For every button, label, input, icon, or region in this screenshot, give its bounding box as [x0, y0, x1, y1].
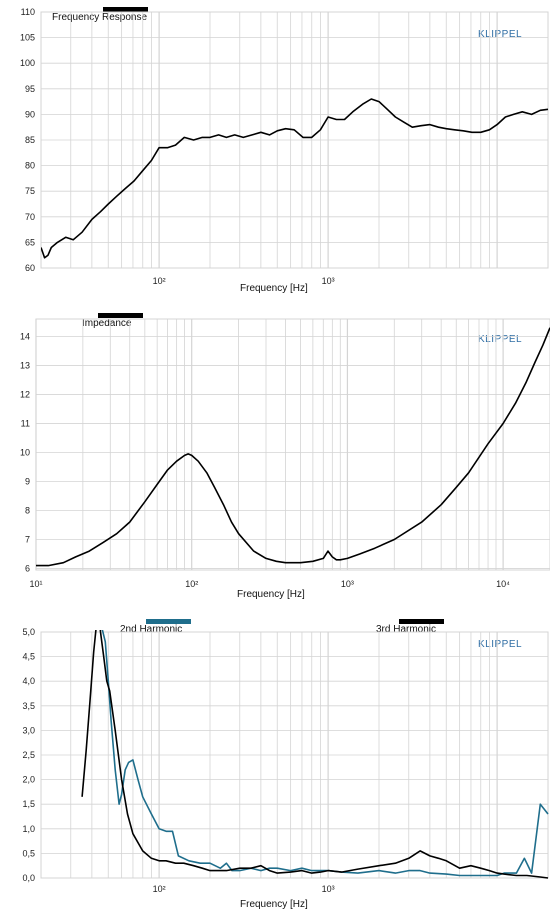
- y-tick-label: 110: [21, 7, 35, 17]
- y-tick-label: 8: [25, 506, 30, 516]
- y-axis: 60 65 70 75 80 85 90 95 100 105 110: [20, 7, 35, 273]
- legend-swatch-impedance: [98, 313, 143, 318]
- series-line-frequency-response: [41, 98, 549, 259]
- y-tick-label: 90: [25, 109, 35, 119]
- brand-klippel: KLIPPEL: [478, 334, 522, 345]
- x-tick-label: 10³: [341, 579, 354, 589]
- y-tick-label: 12: [20, 389, 30, 399]
- y-tick-label: 70: [25, 212, 35, 222]
- y-tick-label: 4,5: [22, 652, 35, 662]
- y-tick-label: 11: [21, 418, 30, 428]
- x-axis: 10² 10³: [153, 884, 335, 894]
- grid: [40, 631, 549, 879]
- y-tick-label: 0,5: [22, 848, 35, 858]
- grid: [40, 11, 549, 269]
- series-line-3rd-harmonic: [81, 630, 549, 879]
- y-tick-label: 100: [20, 58, 35, 68]
- y-tick-label: 1,0: [22, 824, 35, 834]
- legend-swatch-2nd-harmonic: [146, 619, 191, 624]
- y-tick-label: 10: [20, 447, 30, 457]
- x-tick-label: 10³: [322, 276, 335, 286]
- y-tick-label: 14: [20, 331, 30, 341]
- y-tick-label: 3,5: [22, 701, 35, 711]
- x-axis: 10² 10³: [153, 276, 335, 286]
- y-tick-label: 60: [25, 263, 35, 273]
- frequency-response-chart: Frequency Response KLIPPEL 60 65 70 75 80 85 9…: [20, 7, 549, 294]
- x-tick-label: 10²: [185, 579, 198, 589]
- y-tick-label: 5,0: [22, 627, 35, 637]
- x-tick-label: 10⁴: [496, 579, 510, 589]
- series: [81, 630, 549, 879]
- y-tick-label: 85: [25, 135, 35, 145]
- legend-swatch-3rd-harmonic: [399, 619, 444, 624]
- y-tick-label: 3,0: [22, 725, 35, 735]
- y-tick-label: 0,0: [22, 873, 35, 883]
- x-axis-label: Frequency [Hz]: [237, 589, 305, 600]
- y-tick-label: 9: [25, 476, 30, 486]
- y-tick-label: 4,0: [22, 676, 35, 686]
- brand-klippel: KLIPPEL: [478, 639, 522, 650]
- x-tick-label: 10¹: [29, 579, 42, 589]
- x-tick-label: 10²: [153, 884, 166, 894]
- y-tick-label: 80: [25, 161, 35, 171]
- grid: [35, 318, 550, 571]
- legend-swatch-frequency-response: [103, 7, 148, 12]
- y-tick-label: 65: [25, 237, 35, 247]
- series-line-impedance: [36, 327, 550, 567]
- legend-label-3rd-harmonic: 3rd Harmonic: [376, 624, 436, 635]
- legend-label-impedance: Impedance: [82, 318, 132, 329]
- y-tick-label: 7: [25, 535, 30, 545]
- series: [41, 98, 549, 259]
- y-tick-label: 75: [25, 186, 35, 196]
- x-tick-label: 10²: [153, 276, 166, 286]
- legend-label-frequency-response: Frequency Response: [52, 12, 147, 23]
- x-axis-label: Frequency [Hz]: [240, 899, 308, 910]
- y-axis: 6 7 8 9 10 11 12 13 14: [20, 331, 30, 573]
- x-tick-label: 10³: [322, 884, 335, 894]
- y-tick-label: 1,5: [22, 799, 35, 809]
- y-tick-label: 2,0: [22, 775, 35, 785]
- y-tick-label: 2,5: [22, 750, 35, 760]
- series-line-2nd-harmonic: [101, 630, 549, 877]
- x-axis: 10¹ 10² 10³ 10⁴: [29, 579, 510, 589]
- series: [36, 327, 550, 567]
- y-tick-label: 6: [25, 564, 30, 574]
- y-axis: 0,0 0,5 1,0 1,5 2,0 2,5 3,0 3,5 4,0 4,5 5,0: [22, 627, 35, 883]
- harmonic-distortion-chart: 2nd Harmonic 3rd Harmonic KLIPPEL 0,0 0,5…: [22, 619, 549, 910]
- plot-frame: [35, 318, 550, 571]
- x-axis-label: Frequency [Hz]: [240, 283, 308, 294]
- y-tick-label: 105: [20, 33, 35, 43]
- y-tick-label: 13: [20, 360, 30, 370]
- legend-label-2nd-harmonic: 2nd Harmonic: [120, 624, 182, 635]
- y-tick-label: 95: [25, 84, 35, 94]
- brand-klippel: KLIPPEL: [478, 29, 522, 40]
